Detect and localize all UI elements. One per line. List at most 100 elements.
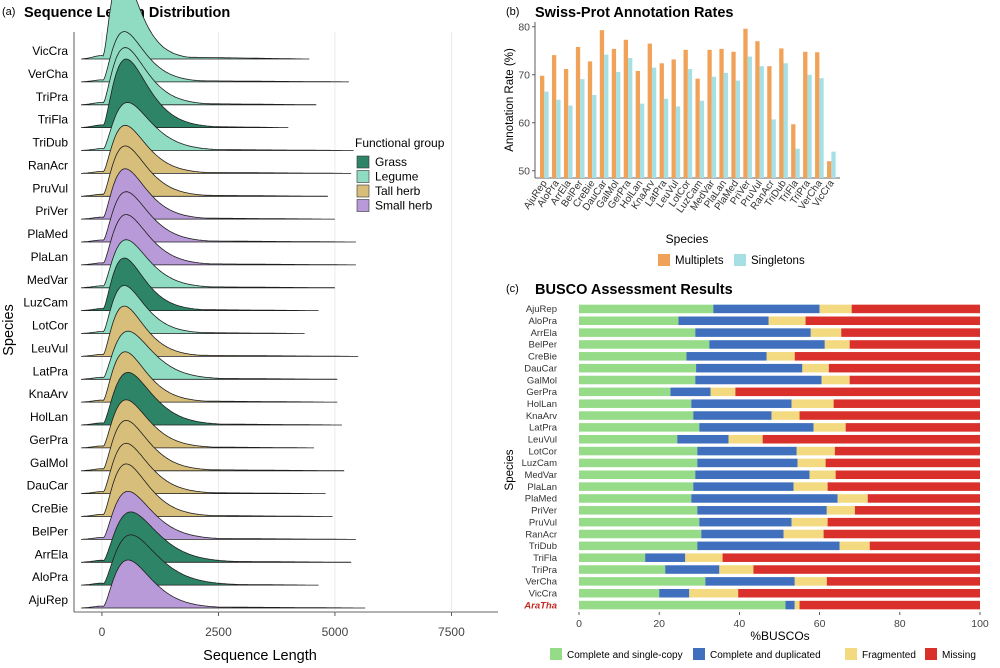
panel-a-x-tick-label: 5000 (322, 625, 349, 639)
panel-c-x-tick-label: 80 (894, 618, 906, 630)
panel-c-bar-missing-priver (854, 506, 980, 515)
panel-c-y-label-tripra: TriPra (531, 565, 557, 576)
panel-b-bar-singletons-vercha (819, 78, 824, 178)
ridge-leuvul (81, 305, 359, 357)
panel-c-bar-complete-and-duplicated-luzcam (697, 458, 798, 468)
panel-a-y-axis-label: Species (1, 304, 17, 356)
panel-c-bar-fragmented-leuvul (728, 434, 763, 444)
panel-c-bar-fragmented-plalan (793, 482, 828, 491)
panel-b-bar-multiplets-latpra (659, 63, 664, 178)
panel-a-y-label-knaarv: KnaArv (29, 387, 68, 401)
panel-c-legend-label-fragmented: Fragmented (862, 650, 916, 661)
panel-c-bar-fragmented-arrela (810, 328, 842, 337)
panel-c-bar-fragmented-alopra (768, 316, 806, 326)
panel-c-bar-complete-and-single-copy-trifla (579, 553, 646, 562)
panel-c-bar-fragmented-luzcam (797, 458, 826, 468)
panel-a-y-label-medvar: MedVar (27, 273, 68, 287)
panel-c-legend-swatch-fragmented (845, 648, 857, 660)
panel-c-x-tick-label: 20 (653, 618, 665, 630)
panel-b-bar-singletons-trifla (795, 148, 800, 178)
panel-c-y-label-luzcam: LuzCam (522, 458, 557, 469)
panel-c-y-label-latpra: LatPra (529, 423, 558, 434)
panel-c-bar-complete-and-single-copy-lotcor (579, 446, 698, 456)
panel-a-legend-label-grass: Grass (375, 155, 407, 169)
panel-c-bar-complete-and-duplicated-knaarv (693, 411, 772, 420)
panel-c-bar-missing-daucar (828, 363, 980, 373)
panel-c-bar-missing-alopra (805, 316, 980, 326)
panel-b-y-tick-label: 70 (518, 69, 530, 81)
panel-b-bar-singletons-ajurep (544, 91, 549, 178)
panel-c-bar-complete-and-single-copy-hollan (579, 399, 692, 408)
panel-c-y-label-daucar: DauCar (524, 363, 557, 374)
panel-c-y-label-ranacr: RanAcr (525, 529, 557, 540)
panel-a-y-label-trifla: TriFla (38, 113, 69, 127)
panel-c-bar-missing-plalan (827, 482, 980, 491)
ridge-medvar (81, 239, 335, 289)
panel-b-bar-singletons-pruvul (759, 66, 764, 178)
panel-c-bar-missing-plamed (867, 494, 980, 503)
panel-a-y-label-tripra: TriPra (36, 90, 69, 104)
ridge-vercha (81, 31, 349, 83)
panel-c-y-label-priver: PriVer (531, 506, 557, 517)
panel-c-bar-complete-and-duplicated-arrela (695, 328, 811, 337)
panel-c-bar-complete-and-duplicated-trifla (645, 553, 686, 562)
panel-a-y-label-luzcam: LuzCam (23, 296, 68, 310)
panel-c-x-ticks: 0 20 40 60 80 100 (576, 612, 989, 630)
panel-c-bar-complete-and-single-copy-leuvul (579, 434, 678, 444)
panel-c-x-tick-label: 100 (971, 618, 989, 630)
panel-c-bar-fragmented-plamed (837, 494, 868, 503)
panel-a-y-label-pruvul: PruVul (32, 181, 68, 195)
panel-b-bar-singletons-priver (747, 56, 752, 179)
panel-b-bar-multiplets-ajurep (540, 75, 545, 178)
panel-a-y-label-latpra: LatPra (33, 364, 69, 378)
panel-a-y-label-vercha: VerCha (28, 67, 68, 81)
ridge-priver (81, 168, 335, 220)
panel-c-bar-complete-and-duplicated-aratha (785, 600, 795, 610)
panel-c-bar-complete-and-duplicated-tridub (697, 541, 840, 551)
panel-a-y-label-crebie: CreBie (31, 502, 68, 516)
panel-c-bar-complete-and-single-copy-plalan (579, 482, 694, 491)
panel-a-y-label-viccra: VicCra (32, 44, 68, 58)
panel-b-bar-multiplets-priver (743, 28, 748, 178)
panel-c-bar-complete-and-duplicated-ajurep (713, 304, 820, 314)
panel-b-bar-singletons-leuvul (675, 106, 681, 178)
panel-b-x-axis-label: Species (666, 232, 709, 246)
panel-c-y-label-galmol: GalMol (527, 375, 557, 386)
panel-a-x-axis-label: Sequence Length (203, 648, 317, 663)
panel-c-y-label-plamed: PlaMed (525, 494, 557, 505)
panel-b-label: (b) (506, 6, 519, 18)
panel-b-legend-swatch-multiplets (658, 254, 670, 266)
panel-c-x-tick-label: 60 (814, 618, 826, 630)
panel-a-y-label-galmol: GalMol (30, 456, 68, 470)
panel-c-title: BUSCO Assessment Results (535, 282, 733, 298)
panel-a-y-label-ajurep: AjuRep (29, 593, 69, 607)
panel-c-bar-fragmented-galmol (821, 375, 850, 385)
panel-b-bar-chart: (b) Swiss-Prot Annotation Rates 50 60 70 80… (504, 5, 840, 267)
panel-a-y-label-hollan: HolLan (30, 410, 68, 424)
panel-c-bar-missing-gerpra (735, 387, 980, 397)
panel-c-x-tick-label: 40 (734, 618, 746, 630)
panel-c-bar-missing-tripra (753, 565, 980, 574)
panel-c-bar-fragmented-latpra (813, 423, 846, 432)
panel-b-bar-singletons-ranacr (771, 119, 776, 178)
panel-b-bar-singletons-gerpra (628, 58, 633, 178)
panel-c-y-label-gerpra: GerPra (526, 387, 557, 398)
panel-b-bar-multiplets-belper (575, 46, 581, 179)
panel-c-bar-complete-and-single-copy-luzcam (579, 458, 698, 468)
panel-b-bar-multiplets-knaarv (647, 43, 652, 178)
panel-c-bar-complete-and-single-copy-latpra (579, 423, 700, 432)
panel-c-x-axis-label: %BUSCOs (750, 629, 809, 643)
panel-b-bar-multiplets-hollan (635, 70, 640, 178)
panel-b-legend: Multiplets Singletons (658, 254, 805, 267)
panel-b-bar-multiplets-arrela (563, 69, 569, 178)
panel-c-y-label-alopra: AloPra (528, 316, 557, 327)
panel-b-bar-singletons-knaarv (651, 67, 657, 178)
panel-b-bar-singletons-plamed (735, 80, 740, 178)
panel-a-y-label-ranacr: RanAcr (28, 158, 68, 172)
panel-c-bar-complete-and-single-copy-plamed (579, 494, 692, 503)
panel-a-ridgeline: (a) Sequence Length Distribution VicCraV… (1, 0, 498, 664)
panel-c-bar-missing-belper (849, 340, 980, 349)
panel-c-bar-missing-galmol (849, 375, 980, 385)
panel-b-bar-singletons-medvar (711, 76, 717, 178)
